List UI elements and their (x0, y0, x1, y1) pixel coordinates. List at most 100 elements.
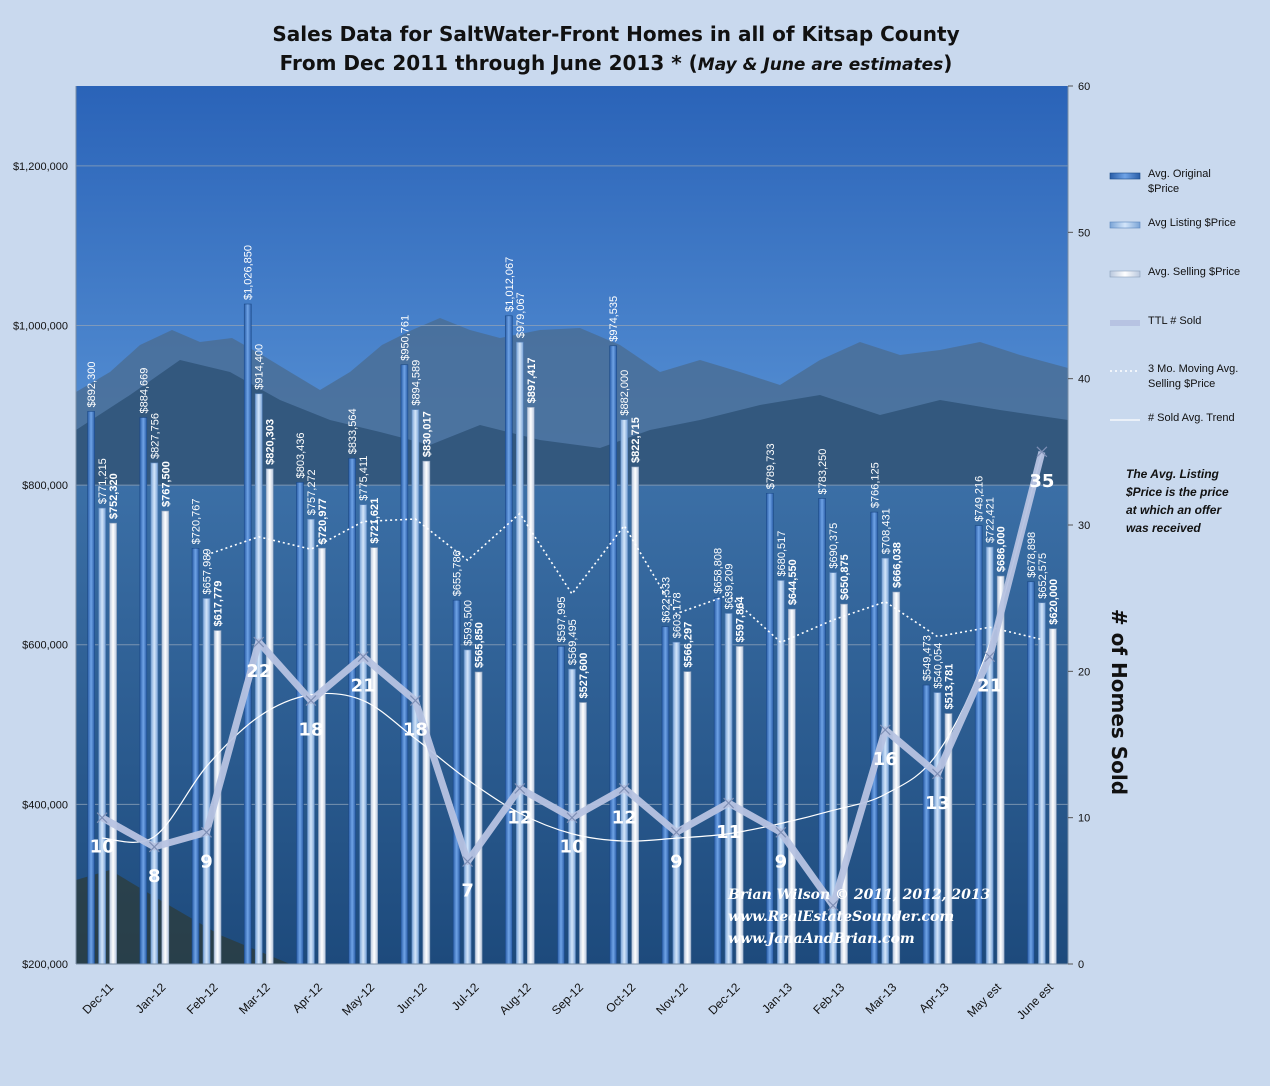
sold-marker (409, 695, 421, 707)
label-listing-price: $540,054 (932, 643, 944, 689)
y2-tick-label: 50 (1078, 227, 1090, 239)
chart-title-line2: From Dec 2011 through June 2013 * (May &… (280, 51, 953, 75)
x-tick-label: June est (1014, 980, 1056, 1022)
y-tick-label: $200,000 (22, 959, 68, 971)
y-tick-label: $1,000,000 (13, 320, 68, 332)
label-selling-price: $830,017 (421, 411, 433, 457)
sold-marker (96, 812, 108, 824)
label-listing-price: $757,272 (306, 469, 318, 515)
label-listing-price: $827,756 (149, 413, 161, 459)
label-listing-price: $652,575 (1037, 553, 1049, 599)
label-selling-price: $565,850 (474, 622, 486, 668)
bar-original-price (139, 417, 148, 965)
sold-count-label: 10 (559, 837, 584, 858)
bar-listing-price (98, 507, 106, 965)
label-original-price: $655,786 (452, 550, 464, 596)
label-listing-price: $680,517 (776, 531, 788, 577)
bar-value-labels: $892,300 $884,669 $720,767 $1,026,850 $803,4… (86, 245, 1060, 710)
label-original-price: $783,250 (817, 449, 829, 495)
legend-label: # Sold Avg. Trend (1148, 412, 1235, 424)
x-tick-label: Feb-12 (184, 980, 221, 1017)
sold-count-label: 18 (403, 720, 428, 741)
sold-marker (148, 841, 160, 853)
bar-listing-price (463, 649, 472, 965)
bar-original-price (348, 458, 356, 965)
legend-swatch-original (1109, 172, 1141, 180)
label-listing-price: $979,067 (515, 292, 527, 338)
sold-marker (723, 797, 735, 809)
label-selling-price: $513,781 (943, 664, 955, 710)
bar-selling-price (109, 522, 117, 965)
label-original-price: $720,767 (191, 498, 203, 544)
label-listing-price: $775,411 (358, 456, 370, 501)
legend-swatch-selling (1109, 270, 1141, 278)
legend-label-line2: Selling $Price (1148, 378, 1215, 390)
bar-listing-price (777, 580, 785, 965)
bar-listing-price (620, 419, 629, 965)
label-original-price: $950,761 (399, 315, 411, 361)
legend-swatch-listing (1109, 221, 1141, 229)
y-tick-label: $400,000 (22, 799, 68, 811)
y2-tick-label: 40 (1078, 374, 1090, 386)
label-original-price: $597,995 (556, 596, 568, 642)
y2-axis-title: # of Homes Sold (1107, 609, 1131, 795)
sold-marker (775, 826, 787, 838)
label-original-price: $766,125 (869, 462, 881, 508)
sold-count-label: 8 (148, 866, 161, 887)
svg-text:www.RealEstateSounder.com: www.RealEstateSounder.com (728, 909, 954, 925)
label-selling-price: $650,875 (839, 554, 851, 600)
svg-text:Brian Wilson © 2011, 2012, 20: Brian Wilson © 2011, 2012, 2013 (727, 887, 991, 903)
y-tick-label: $1,200,000 (13, 161, 68, 173)
label-listing-price: $708,431 (880, 508, 892, 554)
bar-original-price (400, 364, 409, 965)
legend-label: 3 Mo. Moving Avg. (1148, 363, 1238, 375)
label-original-price: $749,216 (974, 476, 986, 522)
label-listing-price: $914,400 (254, 344, 266, 390)
sold-count-label: 35 (1029, 471, 1054, 492)
sold-count-label: 21 (977, 676, 1002, 697)
bar-listing-price (1038, 602, 1046, 965)
label-selling-price: $620,000 (1048, 579, 1060, 625)
sold-marker (618, 782, 630, 794)
sold-count-label: 12 (612, 807, 637, 828)
label-listing-price: $569,495 (567, 619, 579, 665)
label-selling-price: $644,550 (787, 559, 799, 605)
label-selling-price: $767,500 (160, 461, 172, 507)
bar-original-price (1027, 581, 1035, 965)
bar-listing-price (515, 341, 524, 965)
x-tick-label: Dec-12 (705, 980, 742, 1017)
label-original-price: $833,564 (347, 408, 359, 454)
svg-text:at which an offer: at which an offer (1126, 503, 1222, 517)
label-listing-price: $657,989 (202, 549, 214, 595)
svg-text:The Avg. Listing: The Avg. Listing (1126, 467, 1220, 481)
y2-tick-label: 60 (1078, 81, 1090, 93)
label-original-price: $884,669 (138, 368, 150, 414)
bar-original-price (87, 411, 95, 965)
sold-marker (827, 900, 839, 911)
bar-selling-price (526, 407, 535, 965)
bar-listing-price (359, 504, 367, 965)
x-tick-label: Nov-12 (653, 980, 690, 1017)
legend: Avg. Original $Price Avg Listing $Price Avg… (1109, 168, 1240, 424)
sold-count-label: 9 (200, 851, 213, 872)
label-listing-price: $690,375 (828, 523, 840, 569)
sold-marker (514, 782, 526, 794)
label-listing-price: $894,589 (410, 360, 422, 406)
bar-original-price (661, 626, 670, 965)
y-axis-right: 0 10 20 30 40 50 60 (1067, 81, 1090, 971)
sold-count-label: 9 (670, 851, 683, 872)
label-selling-price: $617,779 (213, 581, 225, 627)
sold-marker (566, 812, 578, 824)
x-tick-label: Mar-13 (863, 980, 900, 1017)
bar-listing-price (411, 409, 420, 965)
label-selling-price: $597,864 (735, 596, 747, 643)
sold-marker (305, 695, 317, 707)
y2-tick-label: 10 (1078, 813, 1090, 825)
bar-original-price (713, 597, 722, 965)
sold-count-label: 9 (775, 851, 788, 872)
sold-marker (879, 724, 891, 736)
sold-count-label: 18 (298, 720, 323, 741)
x-tick-label: May est (964, 980, 1004, 1020)
label-selling-price: $897,417 (526, 357, 538, 403)
